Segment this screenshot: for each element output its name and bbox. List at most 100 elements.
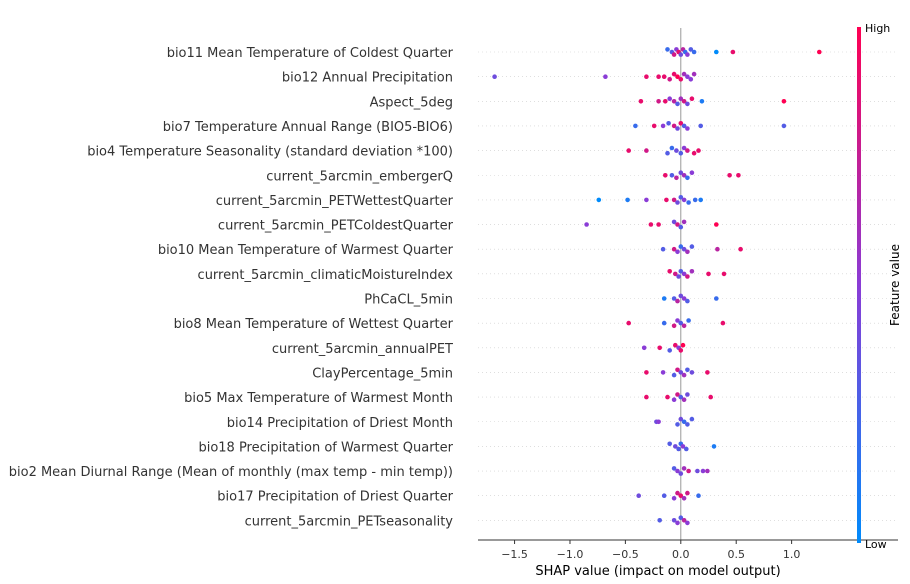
shap-point (667, 441, 672, 447)
shap-point (656, 419, 661, 425)
shap-point (681, 466, 687, 471)
shap-point (656, 74, 661, 79)
shap-point (661, 74, 667, 79)
shap-point (681, 323, 687, 329)
shap-point (678, 493, 684, 499)
shap-point (626, 320, 631, 326)
shap-point (644, 370, 649, 375)
shap-point (688, 77, 694, 82)
shap-point (685, 392, 690, 397)
feature-label: bio5 Max Temperature of Warmest Month (184, 391, 453, 406)
shap-point (678, 170, 684, 175)
x-tick-label: −1.5 (501, 548, 528, 561)
x-axis-title: SHAP value (impact on model output) (535, 564, 780, 579)
x-tick-label: 0.0 (672, 548, 690, 561)
shap-point (675, 422, 680, 427)
colorbar-high-label: High (865, 22, 890, 35)
shap-point (705, 468, 710, 474)
shap-point (685, 52, 690, 57)
shap-point (698, 123, 703, 129)
shap-point (648, 222, 654, 227)
shap-point (681, 397, 687, 403)
shap-point (678, 52, 684, 57)
colorbar-title: Feature value (888, 244, 902, 326)
colorbar-low-label: Low (865, 538, 887, 551)
shap-point (661, 296, 667, 301)
shap-point (685, 367, 690, 373)
shap-point (675, 468, 680, 474)
shap-point (678, 244, 684, 249)
shap-point (698, 197, 703, 203)
shap-point (678, 394, 684, 400)
shap-point (596, 197, 602, 203)
colorbar-gradient (857, 27, 861, 543)
shap-point (678, 269, 684, 274)
shap-point (636, 493, 641, 499)
shap-point (681, 99, 687, 104)
shap-point (671, 496, 677, 501)
shap-point (678, 77, 684, 82)
shap-point (663, 99, 668, 104)
shap-point (492, 74, 497, 79)
feature-label: Aspect_5deg (370, 95, 453, 110)
shap-point (671, 197, 677, 203)
shap-point (706, 271, 711, 277)
shap-point (673, 271, 678, 277)
shap-point (656, 222, 661, 227)
feature-label: ClayPercentage_5min (312, 366, 453, 381)
feature-label: bio11 Mean Temperature of Coldest Quarte… (167, 46, 454, 61)
shap-point (711, 444, 717, 449)
shap-point (721, 271, 727, 277)
shap-point (681, 496, 687, 501)
shap-point (689, 244, 695, 249)
shap-point (708, 394, 713, 400)
feature-label: PhCaCL_5min (364, 293, 453, 308)
shap-point (675, 367, 680, 373)
shap-point (667, 348, 672, 353)
shap-point (685, 249, 690, 255)
shap-point (681, 518, 687, 523)
feature-label: bio4 Temperature Seasonality (standard d… (87, 145, 453, 160)
shap-point (678, 416, 684, 422)
shap-point (730, 49, 736, 55)
shap-point (675, 74, 680, 79)
shap-point (681, 219, 687, 225)
shap-point (660, 246, 666, 252)
shap-point (686, 200, 691, 205)
feature-label: bio12 Annual Precipitation (282, 71, 453, 86)
shap-point (681, 246, 687, 252)
shap-point (681, 372, 687, 378)
shap-point (727, 173, 732, 178)
shap-point (675, 200, 680, 205)
shap-point (681, 296, 687, 301)
shap-point (660, 370, 666, 375)
shap-point (681, 271, 687, 277)
shap-point (674, 175, 679, 181)
shap-point (691, 71, 697, 77)
shap-point (689, 370, 695, 375)
shap-point (671, 71, 677, 77)
shap-point (661, 320, 667, 326)
feature-label: current_5arcmin_PETWettestQuarter (216, 194, 454, 209)
shap-point (692, 197, 698, 203)
shap-point (678, 471, 684, 476)
feature-label: bio10 Mean Temperature of Warmest Quarte… (158, 243, 454, 258)
shap-point (678, 515, 684, 520)
shap-point (688, 47, 694, 52)
shap-point (684, 446, 689, 452)
shap-point (673, 444, 678, 449)
shap-point (671, 296, 677, 301)
shap-point (675, 298, 680, 304)
shap-point (695, 468, 700, 474)
x-tick-label: 1.0 (783, 548, 801, 561)
shap-point (685, 490, 690, 496)
shap-point (686, 318, 691, 323)
shap-point (681, 123, 687, 129)
shap-point (678, 150, 684, 156)
shap-point (665, 394, 670, 400)
shap-point (696, 493, 701, 499)
shap-point (685, 175, 690, 181)
shap-point (669, 173, 675, 178)
shap-point (675, 101, 680, 107)
shap-point (671, 99, 677, 104)
